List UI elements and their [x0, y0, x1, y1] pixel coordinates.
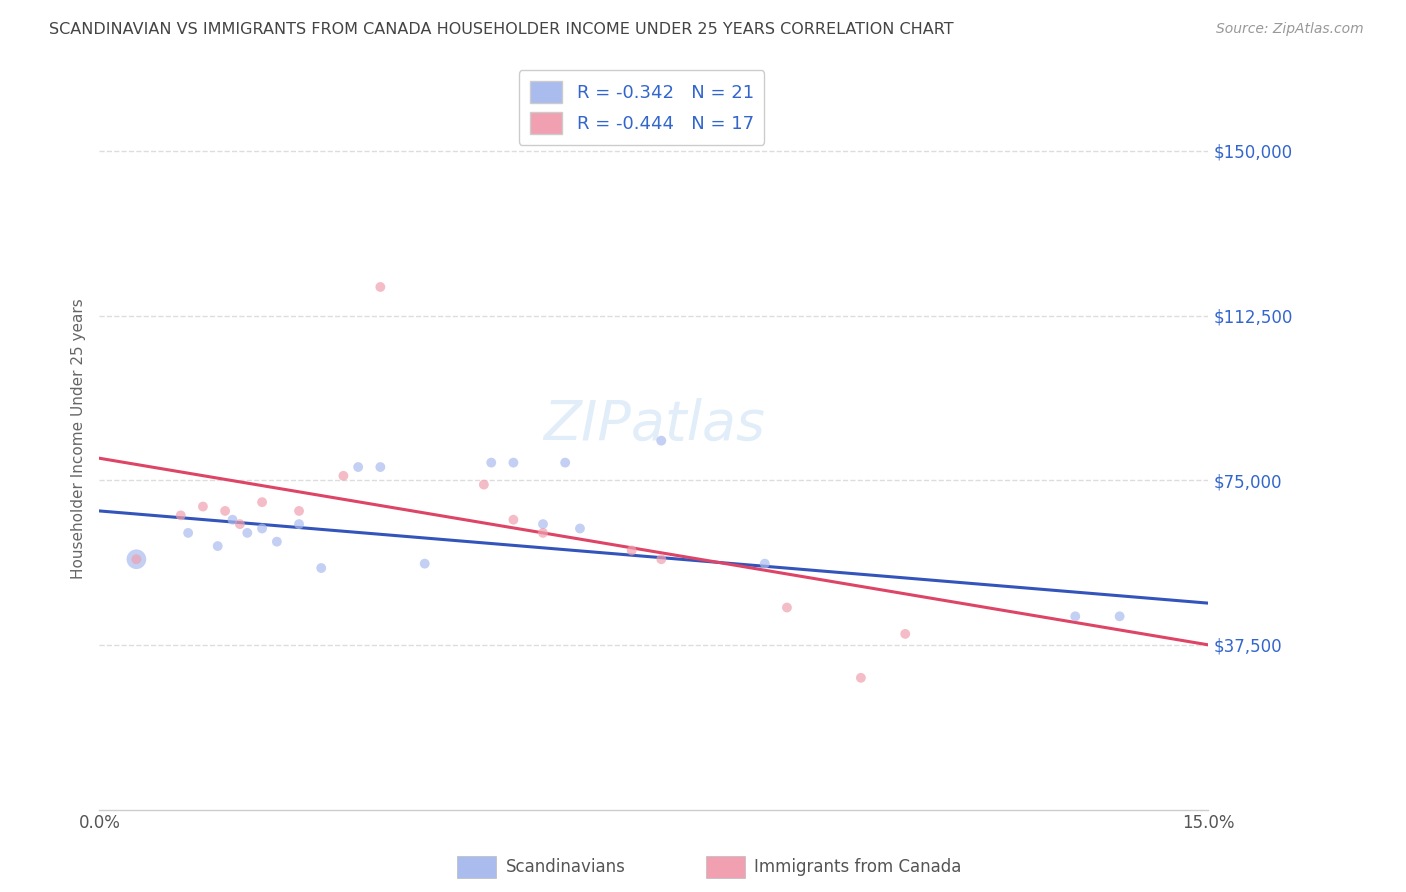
Point — [250, 521, 273, 535]
Point — [754, 557, 776, 571]
Point — [370, 460, 392, 475]
Y-axis label: Householder Income Under 25 years: Householder Income Under 25 years — [72, 299, 86, 580]
Point — [1108, 609, 1130, 624]
Point — [309, 561, 332, 575]
Point — [413, 557, 436, 571]
Text: Immigrants from Canada: Immigrants from Canada — [754, 858, 960, 876]
Point — [177, 525, 200, 540]
Point — [502, 513, 524, 527]
Point — [1064, 609, 1087, 624]
Point — [620, 543, 643, 558]
Point — [170, 508, 193, 523]
Point — [266, 534, 288, 549]
Point — [650, 552, 672, 566]
Point — [288, 504, 311, 518]
Point — [776, 600, 799, 615]
Point — [207, 539, 229, 553]
Legend: R = -0.342   N = 21, R = -0.444   N = 17: R = -0.342 N = 21, R = -0.444 N = 17 — [519, 70, 765, 145]
Point — [288, 517, 311, 532]
Point — [849, 671, 872, 685]
Point — [347, 460, 370, 475]
Point — [650, 434, 672, 448]
Point — [472, 477, 495, 491]
Point — [332, 468, 354, 483]
Point — [125, 552, 148, 566]
Point — [894, 627, 917, 641]
Text: Source: ZipAtlas.com: Source: ZipAtlas.com — [1216, 22, 1364, 37]
Point — [370, 280, 392, 294]
Point — [531, 517, 554, 532]
Point — [191, 500, 214, 514]
Point — [236, 525, 259, 540]
Point — [568, 521, 591, 535]
Point — [554, 456, 576, 470]
Text: SCANDINAVIAN VS IMMIGRANTS FROM CANADA HOUSEHOLDER INCOME UNDER 25 YEARS CORRELA: SCANDINAVIAN VS IMMIGRANTS FROM CANADA H… — [49, 22, 953, 37]
Point — [250, 495, 273, 509]
Point — [229, 517, 252, 532]
Point — [214, 504, 236, 518]
Text: Scandinavians: Scandinavians — [506, 858, 626, 876]
Point — [221, 513, 243, 527]
Text: ZIPatlas: ZIPatlas — [543, 398, 765, 450]
Point — [125, 552, 148, 566]
Point — [502, 456, 524, 470]
Point — [479, 456, 502, 470]
Point — [531, 525, 554, 540]
